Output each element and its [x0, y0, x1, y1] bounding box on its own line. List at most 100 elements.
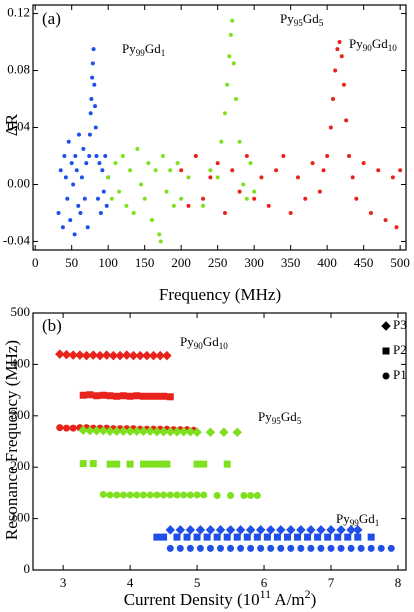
point [122, 350, 132, 360]
text-part: Current Density (10 [124, 590, 260, 609]
point [193, 533, 201, 541]
point [101, 189, 106, 194]
point [286, 525, 296, 535]
point [106, 460, 114, 468]
point [307, 544, 315, 552]
point [88, 350, 98, 360]
point [296, 525, 306, 535]
point [176, 544, 184, 552]
point [95, 350, 105, 361]
point [128, 168, 133, 173]
y-tick-label: 0.04 [7, 118, 30, 133]
text-part: 95 [294, 18, 304, 28]
point [353, 525, 363, 535]
point [113, 491, 121, 499]
point [164, 189, 169, 194]
point [219, 427, 229, 437]
point [146, 161, 151, 166]
point [244, 153, 249, 158]
point [263, 533, 271, 541]
point [126, 392, 134, 400]
point [333, 68, 338, 73]
point [310, 161, 315, 166]
point [247, 491, 255, 499]
point [346, 525, 356, 535]
point [252, 196, 257, 201]
y-tick-label: 200 [11, 458, 31, 473]
point [73, 153, 78, 158]
point [215, 175, 220, 180]
point [186, 491, 194, 499]
point [306, 525, 316, 535]
point [344, 533, 352, 541]
point [166, 544, 174, 552]
point [92, 82, 97, 87]
point [253, 491, 261, 499]
text-part: 90 [363, 43, 373, 53]
point [347, 544, 355, 552]
point [354, 533, 362, 541]
point [223, 460, 231, 468]
point [327, 544, 335, 552]
point [66, 139, 71, 144]
point [148, 350, 159, 361]
x-tick-label: 0 [32, 255, 39, 270]
point [228, 32, 233, 37]
point [237, 544, 245, 552]
point [179, 168, 184, 173]
point [321, 168, 326, 173]
point [245, 525, 256, 535]
y-axis-title: Resonance Frequency (MHz) [2, 340, 21, 540]
y-tick-label: 0 [24, 561, 31, 576]
point [153, 392, 161, 400]
text-part: 2 [305, 587, 311, 601]
point [152, 427, 162, 437]
x-tick-label: 200 [171, 255, 191, 270]
point [113, 460, 121, 468]
point [90, 75, 95, 80]
point [206, 544, 214, 552]
point [192, 427, 202, 437]
y-tick-label: 500 [11, 304, 31, 319]
point [223, 533, 231, 541]
point [79, 460, 87, 468]
point [115, 350, 125, 361]
point [257, 544, 265, 552]
point [142, 196, 147, 201]
point [317, 189, 322, 194]
point [149, 218, 154, 223]
point [179, 196, 184, 201]
point [230, 168, 235, 173]
plot-frame [32, 312, 407, 571]
annotation: Py99Gd1 [336, 511, 379, 528]
point [217, 544, 225, 552]
point [157, 232, 162, 237]
point [91, 425, 102, 436]
point [201, 196, 206, 201]
point [175, 525, 186, 535]
point [75, 350, 85, 360]
point [186, 203, 191, 208]
text-part: Py [349, 36, 363, 51]
point [98, 425, 109, 436]
point [168, 168, 173, 173]
point [357, 544, 365, 552]
legend-label: P2 [393, 342, 407, 357]
text-part: 90 [194, 341, 204, 351]
y-tick-label: 0.08 [7, 62, 30, 77]
point [61, 349, 72, 360]
point [241, 182, 246, 187]
point [337, 544, 345, 552]
point [97, 161, 102, 166]
point [58, 168, 63, 173]
point [65, 196, 70, 201]
point [93, 125, 98, 130]
point [225, 525, 236, 535]
point [368, 210, 373, 215]
point [76, 132, 81, 137]
point [326, 525, 336, 535]
point [186, 544, 194, 552]
point [195, 525, 206, 535]
point [201, 203, 206, 208]
x-axis-title: Current Density (1011 A/m2) [124, 587, 317, 609]
